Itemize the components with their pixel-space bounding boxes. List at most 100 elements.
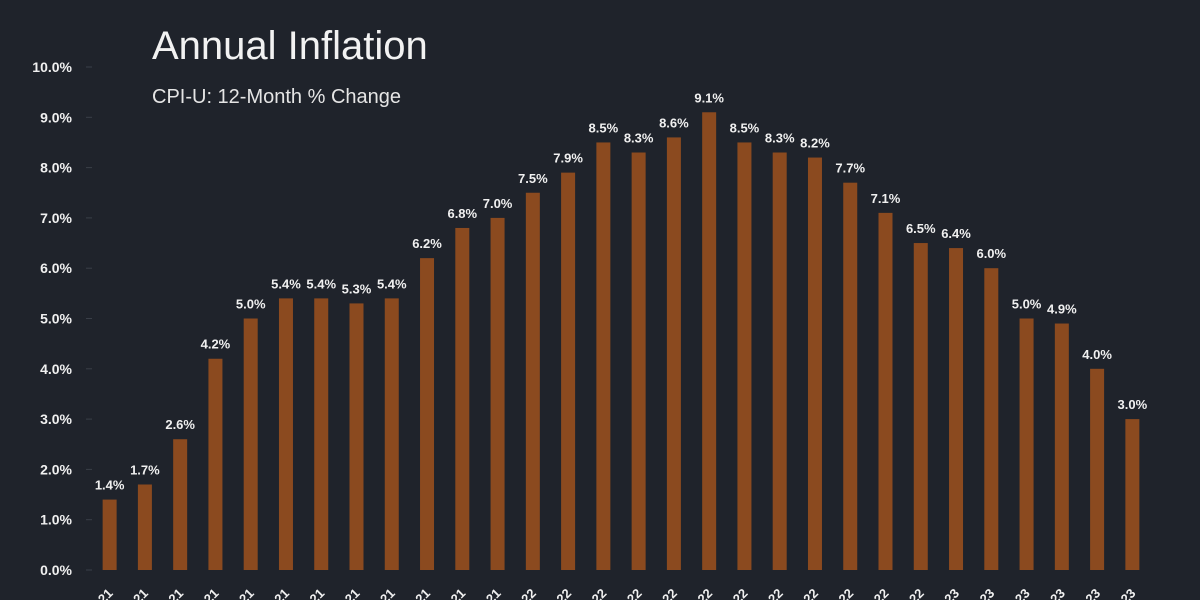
data-label: 5.3% [342,281,372,296]
x-tick-label: Jun-21 [252,586,292,600]
bar [631,152,646,570]
x-tick-label: Oct-21 [394,586,433,600]
y-tick-label: 1.0% [40,512,72,528]
x-tick-label: Sep-22 [780,586,821,600]
data-label: 5.4% [271,276,301,291]
x-tick-label: May-23 [1061,586,1103,600]
data-label: 1.4% [95,478,125,493]
data-label: 6.8% [447,206,477,221]
bar [666,137,681,571]
x-tick-label: Jun-23 [1098,586,1138,600]
x-tick-label: Jun-22 [675,586,715,600]
x-tick-label: Jul-22 [713,586,750,600]
data-label: 7.0% [483,196,513,211]
data-label: 8.3% [624,131,654,146]
y-tick-label: 9.0% [40,109,72,125]
data-label: 6.2% [412,236,442,251]
x-tick-label: Dec-21 [463,586,504,600]
data-label: 5.4% [306,276,336,291]
x-tick-label: Mar-21 [146,586,186,600]
data-label: 5.0% [1012,297,1042,312]
x-tick-label: Apr-23 [1028,586,1068,600]
data-label: 2.6% [165,417,195,432]
data-label: 9.1% [694,90,724,105]
bar [243,318,258,570]
bar [102,499,117,570]
x-tick-label: Mar-22 [569,586,609,600]
x-tick-label: Feb-22 [534,586,574,600]
bar [384,298,399,570]
data-label: 6.0% [976,246,1006,261]
y-tick-label: 0.0% [40,562,72,578]
y-axis: 0.0% 1.0% 2.0% 3.0% 4.0% 5.0% 6.0% 7.0% 8.0% 9.0%… [32,59,92,578]
x-tick-label: Jan-22 [499,586,539,600]
data-label: 6.4% [941,226,971,241]
x-tick-label: Mar-23 [992,586,1032,600]
y-tick-label: 7.0% [40,210,72,226]
bar [349,303,364,570]
x-tick-label: May-21 [215,586,257,600]
bar [314,298,329,570]
x-tick-label: Aug-22 [744,586,786,600]
x-tick-label: Nov-22 [850,586,891,600]
bars-group [102,112,1140,571]
y-tick-label: 6.0% [40,260,72,276]
x-tick-label: Apr-21 [182,586,222,600]
bar [807,157,822,571]
data-label: 1.7% [130,462,160,477]
bar [596,142,611,570]
bar [561,172,576,570]
chart-title: Annual Inflation [152,24,428,68]
data-label: 7.1% [871,191,901,206]
data-label: 5.0% [236,297,266,312]
data-label: 8.3% [765,131,795,146]
x-tick-label: Feb-21 [111,586,151,600]
bar [737,142,752,570]
bar [525,192,540,570]
bar [278,298,293,570]
data-label: 8.6% [659,115,689,130]
data-label: 3.0% [1118,397,1148,412]
y-tick-label: 4.0% [40,361,72,377]
y-tick-label: 5.0% [40,311,72,327]
chart-subtitle: CPI-U: 12-Month % Change [152,86,401,108]
x-tick-label: Jan-21 [76,586,116,600]
x-tick-label: May-22 [638,586,680,600]
bar [173,439,188,570]
x-tick-label: Sep-21 [357,586,398,600]
y-tick-label: 10.0% [32,59,72,75]
bar [772,152,787,570]
bar [490,217,505,570]
data-label: 4.9% [1047,302,1077,317]
x-tick-label: Aug-21 [321,586,363,600]
x-axis: Jan-21Feb-21Mar-21Apr-21May-21Jun-21 Jul-… [76,586,1138,600]
bar [949,248,964,570]
y-tick-label: 8.0% [40,160,72,176]
y-tick-label: 2.0% [40,461,72,477]
bar [843,182,858,570]
data-label: 7.5% [518,171,548,186]
x-tick-label: Dec-22 [886,586,927,600]
bar [137,484,152,570]
y-tick-label: 3.0% [40,411,72,427]
data-label: 8.5% [730,120,760,135]
x-tick-label: Oct-22 [817,586,856,600]
bar [1054,323,1069,570]
bar [702,112,717,571]
data-label: 7.9% [553,151,583,166]
data-label: 8.5% [589,120,619,135]
x-tick-label: Feb-23 [957,586,997,600]
bar [420,258,435,570]
x-tick-label: Nov-21 [427,586,468,600]
bar [1019,318,1034,570]
x-tick-label: Jan-23 [922,586,962,600]
data-label: 4.2% [201,337,231,352]
data-label: 8.2% [800,136,830,151]
data-label: 4.0% [1082,347,1112,362]
bar [878,212,893,570]
bar [984,268,999,570]
data-label: 5.4% [377,276,407,291]
data-label: 7.7% [835,161,865,176]
bar [1125,419,1140,570]
